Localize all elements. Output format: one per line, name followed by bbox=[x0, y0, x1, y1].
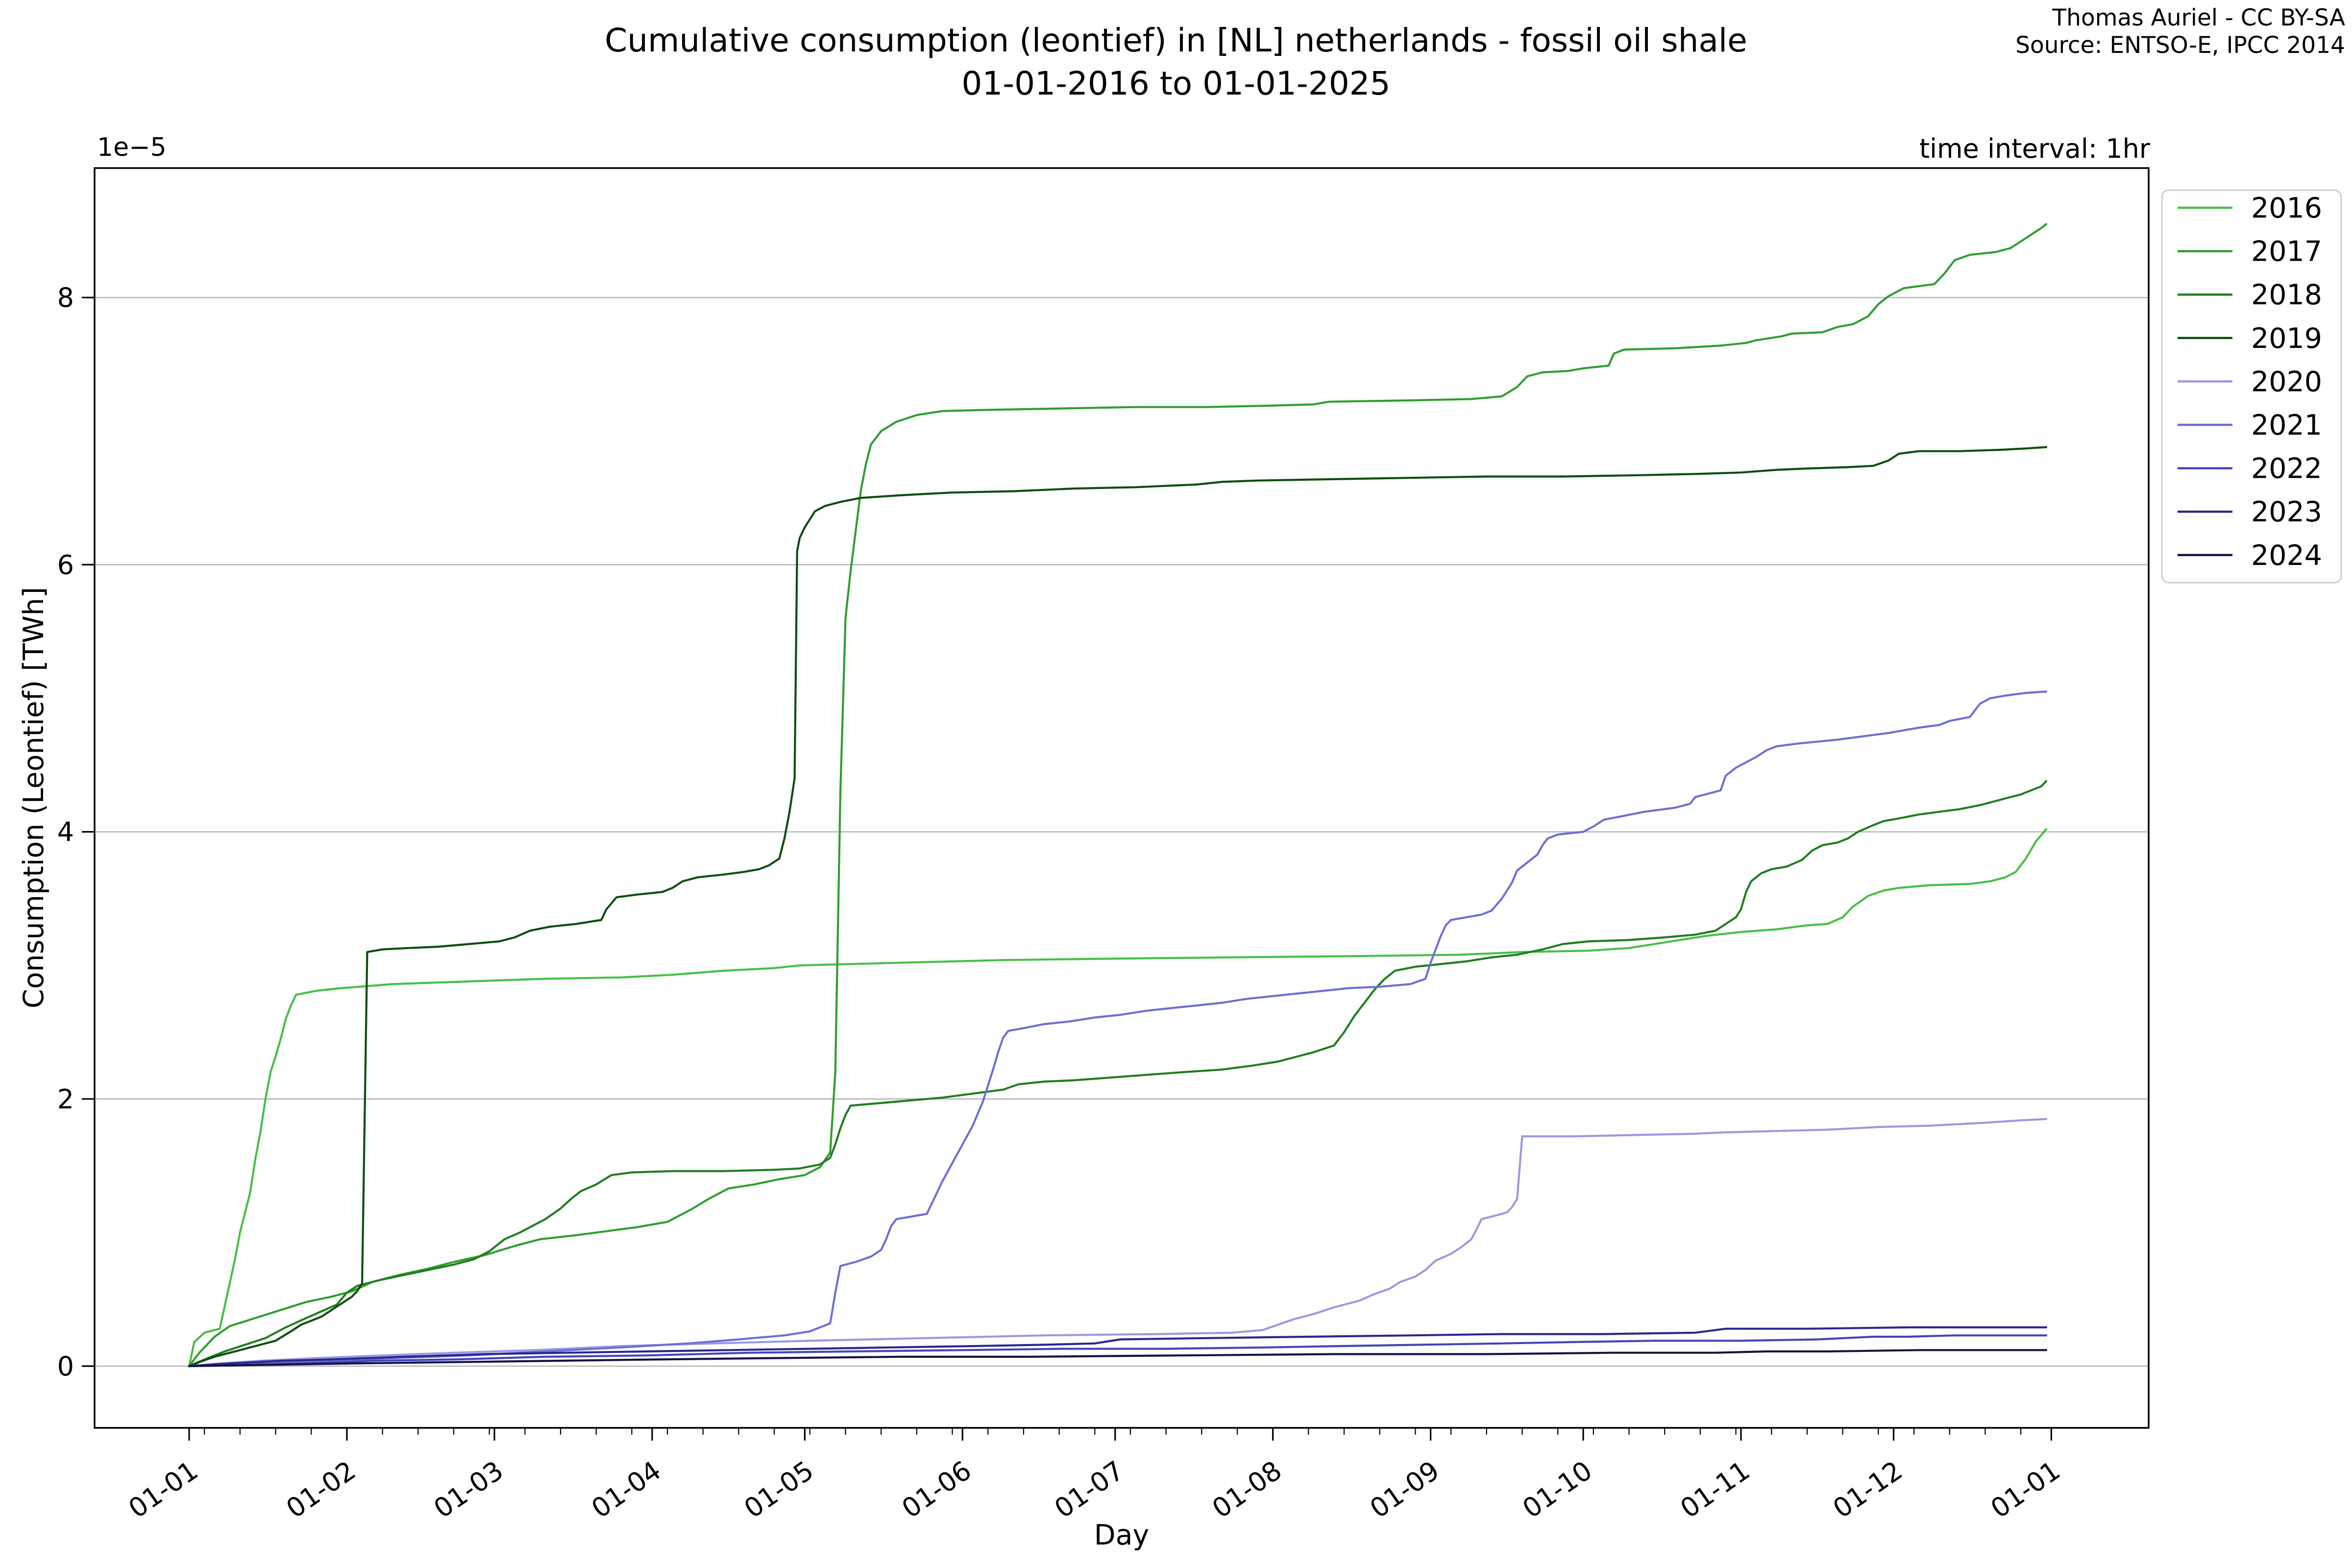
series-line-2024 bbox=[188, 1349, 2048, 1368]
y-axis-offset-label: 1e−5 bbox=[97, 133, 167, 162]
axes-ticks: 0 2 4 6 8 01-01 01-02 01-03 01-04 01-05 01-06 01-07… bbox=[57, 282, 2066, 1524]
y-tick-label-4: 4 bbox=[57, 817, 74, 848]
x-tick-label-1: 01-02 bbox=[281, 1455, 362, 1524]
x-tick-label-0: 01-01 bbox=[123, 1455, 204, 1524]
legend-label-2018: 2018 bbox=[2251, 279, 2322, 311]
x-tick-label-2: 01-03 bbox=[428, 1455, 509, 1524]
series-line-2021 bbox=[188, 690, 2048, 1368]
y-axis-label: Consumption (Leontief) [TWh] bbox=[18, 587, 50, 1008]
x-tick-label-10: 01-11 bbox=[1675, 1455, 1756, 1524]
legend-item-2020: 2020 bbox=[2178, 366, 2322, 398]
legend-item-2019: 2019 bbox=[2178, 322, 2322, 355]
legend-item-2016: 2016 bbox=[2178, 192, 2322, 224]
series-line-2016 bbox=[188, 828, 2048, 1368]
legend-label-2020: 2020 bbox=[2251, 366, 2322, 398]
y-tick-label-6: 6 bbox=[57, 549, 74, 580]
x-tick-label-7: 01-08 bbox=[1206, 1455, 1287, 1524]
x-tick-label-9: 01-10 bbox=[1517, 1455, 1598, 1524]
legend-label-2023: 2023 bbox=[2251, 496, 2322, 528]
legend-item-2017: 2017 bbox=[2178, 236, 2322, 268]
legend-label-2021: 2021 bbox=[2251, 409, 2322, 441]
series-line-2019 bbox=[188, 446, 2048, 1368]
legend-label-2024: 2024 bbox=[2251, 539, 2322, 572]
plot-border bbox=[94, 167, 2150, 1429]
legend-label-2017: 2017 bbox=[2251, 236, 2322, 268]
series-lines bbox=[188, 223, 2048, 1368]
x-tick-label-11: 01-12 bbox=[1827, 1455, 1908, 1524]
series-line-2022 bbox=[188, 1334, 2048, 1368]
legend-label-2019: 2019 bbox=[2251, 322, 2322, 355]
y-tick-label-2: 2 bbox=[57, 1084, 74, 1115]
attribution-line2: Source: ENTSO-E, IPCC 2014 bbox=[2015, 32, 2345, 59]
time-interval-note: time interval: 1hr bbox=[1919, 133, 2151, 164]
y-tick-label-8: 8 bbox=[57, 282, 74, 313]
attribution-line1: Thomas Auriel - CC BY-SA bbox=[2052, 4, 2345, 31]
series-line-2018 bbox=[188, 780, 2048, 1368]
legend-item-2022: 2022 bbox=[2178, 453, 2322, 485]
x-tick-label-5: 01-06 bbox=[896, 1455, 977, 1524]
legend-label-2022: 2022 bbox=[2251, 453, 2322, 485]
plot-frame bbox=[94, 167, 2150, 1429]
legend-label-2016: 2016 bbox=[2251, 192, 2322, 224]
x-tick-label-3: 01-04 bbox=[586, 1455, 667, 1524]
legend-item-2023: 2023 bbox=[2178, 496, 2322, 528]
x-axis-label: Day bbox=[1094, 1519, 1150, 1551]
legend-box bbox=[2161, 189, 2342, 584]
legend-item-2024: 2024 bbox=[2178, 539, 2322, 572]
x-tick-label-4: 01-05 bbox=[738, 1455, 819, 1524]
x-tick-label-8: 01-09 bbox=[1364, 1455, 1445, 1524]
gridlines bbox=[95, 296, 2149, 1367]
chart-title-line2: 01-01-2016 to 01-01-2025 bbox=[961, 65, 1390, 102]
x-tick-label-12: 01-01 bbox=[1985, 1455, 2066, 1524]
chart-title-line1: Cumulative consumption (leontief) in [NL… bbox=[605, 22, 1747, 59]
x-tick-label-6: 01-07 bbox=[1049, 1455, 1130, 1524]
legend-item-2021: 2021 bbox=[2178, 409, 2322, 441]
legend-item-2018: 2018 bbox=[2178, 279, 2322, 311]
series-line-2017 bbox=[188, 223, 2048, 1368]
y-tick-label-0: 0 bbox=[57, 1351, 74, 1382]
series-line-2023 bbox=[188, 1326, 2048, 1368]
legend: 2016 2017 2018 2019 2020 2021 2022 2023 2024 bbox=[2161, 189, 2342, 584]
